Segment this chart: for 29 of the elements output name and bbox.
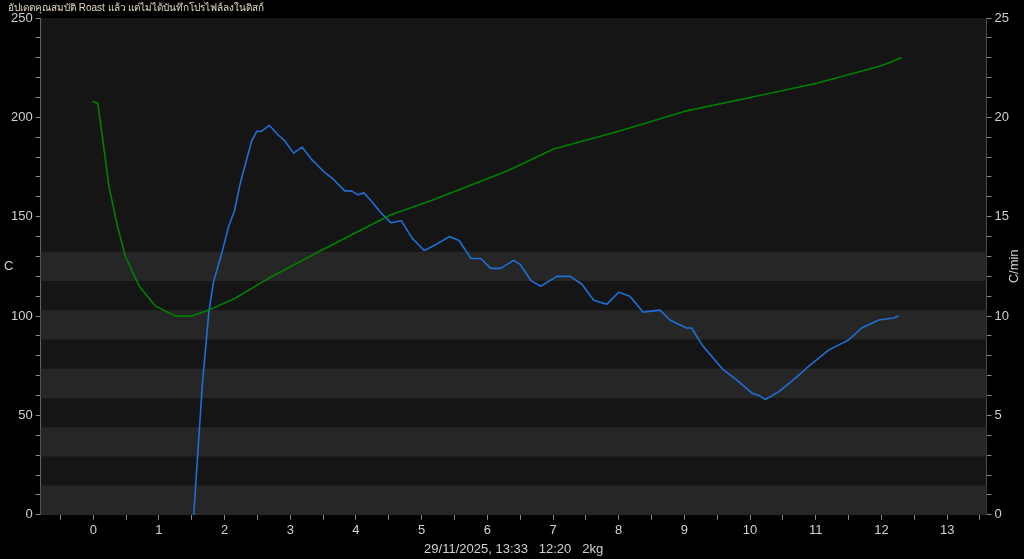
x-tick-label: 6: [483, 522, 491, 538]
y-tick-label: 150: [10, 208, 33, 224]
x-tick-label: 2: [220, 522, 229, 538]
x-axis-title: 29/11/2025, 13:33 12:20 2kg: [424, 540, 604, 556]
x-tick-label: 0: [89, 522, 97, 538]
y-tick-label: 100: [10, 307, 33, 323]
x-tick-label: 9: [680, 522, 689, 538]
y-axis-title: C: [4, 257, 14, 273]
y2-tick-label: 20: [994, 108, 1010, 124]
y2-axis-title: C/min: [1005, 249, 1021, 284]
y2-tick-label: 0: [994, 506, 1002, 522]
x-tick-label: 7: [549, 522, 557, 538]
x-tick-label: 10: [742, 522, 758, 538]
x-tick-label: 11: [809, 522, 823, 538]
x-tick-label: 3: [286, 522, 294, 538]
x-tick-label: 13: [939, 522, 955, 538]
chart-title: อัปเดตคุณสมบัติ Roast แล้ว แต่ไม่ได้บันทึกโปรไฟล์ลงในดิสก์: [8, 0, 265, 14]
x-tick-label: 4: [352, 522, 360, 538]
x-tick-label: 1: [155, 522, 163, 538]
y-tick-label: 50: [18, 407, 33, 423]
y2-tick-label: 5: [994, 407, 1002, 423]
x-tick-label: 5: [418, 522, 426, 538]
x-tick-label: 8: [615, 522, 623, 538]
x-tick-label: 12: [874, 522, 889, 538]
y2-tick-label: 25: [994, 9, 1010, 25]
y2-tick-label: 10: [994, 307, 1010, 323]
y-tick-label: 200: [10, 108, 33, 124]
y2-tick-label: 15: [994, 208, 1010, 224]
y-tick-label: 0: [25, 506, 33, 522]
